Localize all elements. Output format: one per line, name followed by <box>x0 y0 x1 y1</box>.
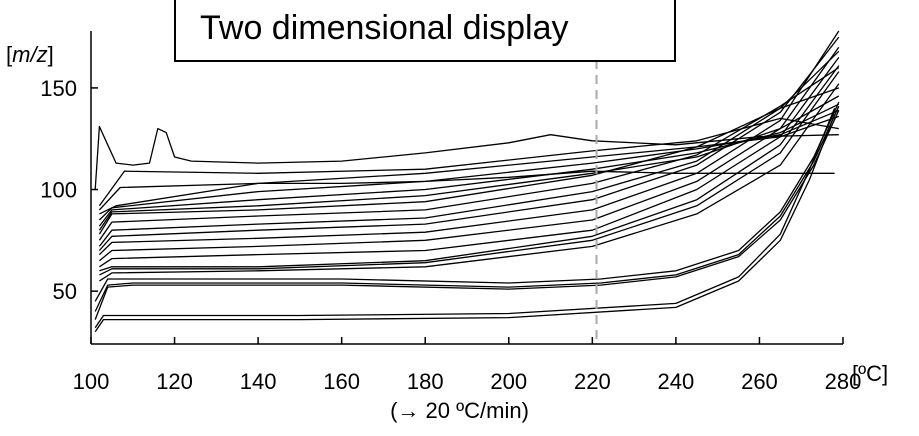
series-line-15 <box>98 87 840 235</box>
x-tick-label: 120 <box>156 369 193 394</box>
chart-title: Two dimensional display <box>200 9 569 47</box>
x-tick-label: 220 <box>574 369 611 394</box>
x-axis-unit: [ºC] <box>852 361 889 386</box>
series-line-16 <box>98 95 840 231</box>
series-line-3 <box>94 110 840 320</box>
series-line-7 <box>99 71 840 276</box>
y-unit-open: [ <box>6 42 13 67</box>
heating-rate-label: (→ 20 ºC/min) <box>390 398 529 423</box>
y-tick-label: 100 <box>40 178 77 203</box>
y-unit-text: m/z <box>12 42 48 67</box>
y-axis-ticks: 50 100 150 <box>40 76 98 304</box>
series-line-1 <box>94 114 836 333</box>
series-line-22 <box>94 125 839 190</box>
x-tick-label: 260 <box>741 369 778 394</box>
x-tick-label: 180 <box>407 369 444 394</box>
x-tick-label: 140 <box>240 369 277 394</box>
x-tick-label: 240 <box>658 369 695 394</box>
x-axis-ticks: 100 120 140 160 180 200 220 240 260 280 <box>73 337 862 394</box>
series-line-19 <box>99 115 840 215</box>
x-tick-label: 100 <box>73 369 110 394</box>
series-line-6 <box>99 83 840 282</box>
x-tick-label: 200 <box>490 369 527 394</box>
y-tick-label: 50 <box>53 279 77 304</box>
series-line-8 <box>99 65 840 272</box>
series-line-21 <box>98 117 839 207</box>
series-line-5 <box>94 101 840 302</box>
x-tick-label: 280 <box>825 369 862 394</box>
y-unit-close: ] <box>47 42 54 67</box>
series-line-11 <box>98 30 840 256</box>
series-line-20 <box>98 170 835 211</box>
series-line-12 <box>98 36 840 251</box>
series-line-4 <box>94 105 840 312</box>
x-tick-label: 160 <box>323 369 360 394</box>
series-line-13 <box>98 50 840 247</box>
y-axis-unit: [m/z] <box>6 42 54 68</box>
series-line-9 <box>99 57 840 268</box>
series-line-2 <box>94 107 836 329</box>
data-series <box>94 30 840 333</box>
y-tick-label: 150 <box>40 76 77 101</box>
title-box <box>174 0 676 62</box>
